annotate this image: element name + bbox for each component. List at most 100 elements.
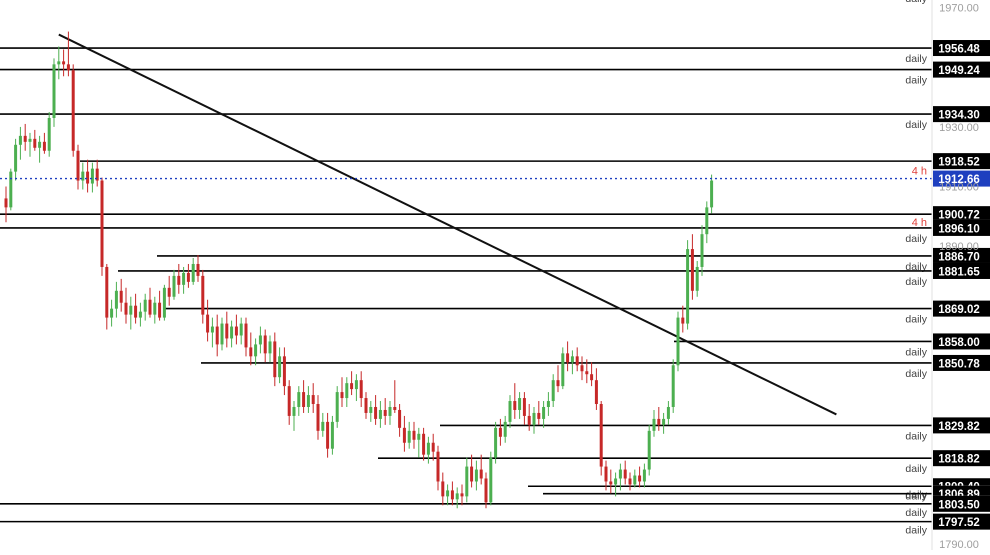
level-badge-bg — [933, 40, 990, 57]
level-timeframe-label: daily — [905, 233, 927, 245]
candle-body — [498, 427, 502, 437]
candle — [287, 380, 291, 425]
candle — [590, 362, 594, 387]
trendline[interactable] — [58, 33, 837, 416]
candle — [546, 392, 550, 416]
level-price-label: 1949.24 — [938, 65, 980, 77]
candle-body — [38, 141, 42, 148]
candle-body — [28, 138, 32, 142]
candle-body — [134, 305, 138, 318]
level-timeframe-label: daily — [905, 261, 927, 273]
candle-body — [340, 392, 344, 399]
candle — [167, 275, 171, 306]
candle — [263, 329, 267, 363]
candle-body — [412, 430, 416, 440]
candle — [575, 347, 579, 372]
candle — [95, 159, 99, 187]
candle-body — [388, 406, 392, 416]
candle-body — [66, 64, 70, 71]
candle-body — [23, 135, 27, 142]
current-price-badge — [933, 170, 990, 187]
candle — [215, 314, 219, 357]
candle-body — [335, 392, 339, 422]
candle-body — [114, 290, 118, 309]
level-timeframe-label: daily — [905, 430, 927, 442]
candle-body — [287, 386, 291, 416]
candle-body — [383, 409, 387, 416]
candle — [642, 463, 646, 488]
candle — [508, 395, 512, 428]
candle-body — [460, 493, 464, 497]
level-price-label: 1900.72 — [938, 210, 980, 222]
candle-body — [470, 466, 474, 482]
candle — [148, 287, 152, 318]
candle-body — [177, 275, 181, 285]
candle-body — [623, 469, 627, 479]
candle-body — [153, 302, 157, 315]
level-timeframe-label: daily — [905, 491, 927, 503]
candle — [210, 317, 214, 348]
candle-body — [402, 427, 406, 443]
level-timeframe-label: daily — [905, 75, 927, 87]
candle-body — [417, 433, 421, 440]
candle-body — [71, 70, 75, 151]
level-price-label: 1858.00 — [938, 337, 980, 349]
candle — [100, 177, 104, 276]
candle — [513, 383, 517, 419]
candle — [234, 314, 238, 345]
level-badge-bg — [933, 247, 990, 264]
candle-body — [484, 478, 488, 503]
candle-body — [196, 263, 200, 276]
candle-body — [292, 406, 296, 416]
candle — [662, 412, 666, 434]
level-price-label: 1881.65 — [938, 266, 980, 278]
candle-body — [47, 117, 51, 151]
level-price-label: 1829.82 — [938, 421, 980, 433]
candle — [297, 386, 301, 416]
candle — [470, 454, 474, 488]
level-timeframe-label: daily — [905, 314, 927, 326]
candle-body — [532, 412, 536, 425]
level-timeframe-label: daily — [905, 119, 927, 131]
candle — [585, 359, 589, 384]
level-timeframe-label: daily — [905, 53, 927, 65]
y-tick-label: 1890.00 — [939, 241, 979, 253]
candle — [201, 269, 205, 324]
candle-body — [369, 406, 373, 413]
level-badge-bg — [933, 300, 990, 317]
candle — [695, 260, 699, 297]
candle — [191, 258, 195, 285]
candle-body — [95, 168, 99, 181]
candle-body — [129, 305, 133, 315]
candle — [710, 174, 714, 214]
candle-body — [282, 356, 286, 387]
candle — [570, 350, 574, 375]
candle — [306, 386, 310, 413]
candle-body — [42, 141, 46, 151]
candle-body — [671, 365, 675, 407]
candle-body — [258, 335, 262, 345]
candle — [542, 401, 546, 428]
candle — [561, 347, 565, 390]
candle-body — [599, 404, 603, 467]
candle-body — [110, 308, 114, 318]
candle — [33, 129, 37, 151]
candle-body — [676, 317, 680, 366]
candle — [249, 332, 253, 366]
candle-body — [364, 398, 368, 413]
candle — [345, 377, 349, 407]
candle-body — [489, 457, 493, 503]
level-price-label: 1850.78 — [938, 358, 980, 370]
level-price-label: 1886.70 — [938, 251, 980, 263]
candle — [436, 445, 440, 491]
candle — [42, 132, 46, 154]
candle-body — [695, 266, 699, 291]
candle-body — [354, 380, 358, 390]
candle — [340, 377, 344, 407]
level-price-label: 1803.50 — [938, 499, 980, 511]
candle-body — [614, 478, 618, 485]
candle — [446, 484, 450, 506]
y-tick-label: 1970.00 — [939, 3, 979, 15]
candle-body — [138, 311, 142, 318]
